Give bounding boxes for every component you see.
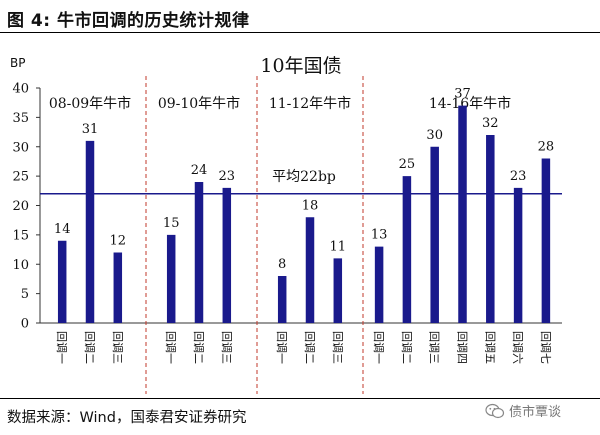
x-category-label: 回调一 — [164, 331, 177, 364]
bar-value-label: 13 — [371, 228, 388, 243]
x-category-label: 回调四 — [456, 331, 469, 364]
bar — [430, 146, 439, 323]
y-tick-label: 35 — [12, 111, 29, 126]
x-category-label: 回调二 — [400, 331, 413, 364]
bar-value-label: 25 — [399, 157, 416, 172]
y-tick-label: 20 — [12, 199, 29, 214]
x-category-label: 回调二 — [303, 331, 316, 364]
bar — [513, 187, 523, 323]
source-note: 数据来源：Wind，国泰君安证券研究 — [7, 410, 247, 426]
bar — [486, 135, 495, 323]
bar — [57, 240, 67, 323]
average-line-label: 平均22bp — [272, 169, 336, 185]
x-category-label: 回调五 — [483, 331, 496, 364]
x-category-label: 回调七 — [539, 331, 552, 364]
y-tick-label: 15 — [12, 228, 29, 243]
bar-value-label: 31 — [82, 122, 99, 137]
x-category-label: 回调一 — [55, 331, 68, 364]
bar-value-label: 24 — [191, 163, 208, 178]
group-label: 11-12年牛市 — [269, 95, 351, 112]
bar — [402, 176, 412, 323]
x-category-label: 回调二 — [83, 331, 96, 364]
figure-title: 图 4: 牛市回调的历史统计规律 — [7, 11, 250, 31]
bar-value-label: 28 — [538, 140, 555, 155]
bar — [85, 140, 95, 323]
x-category-label: 回调一 — [275, 331, 288, 364]
bar-chart: 10年国债 BP 0 5 10 15 20 25 30 35 40 08-09年牛市 14 回调一 31 回调… — [10, 55, 562, 394]
bar — [194, 182, 204, 323]
bar — [333, 258, 343, 323]
bar-value-label: 8 — [278, 257, 286, 272]
bar — [277, 276, 287, 323]
bar — [222, 187, 232, 323]
bar — [374, 246, 384, 323]
group-label: 08-09年牛市 — [49, 95, 131, 112]
y-tick-label: 10 — [12, 258, 29, 273]
x-category-label: 回调三 — [220, 331, 233, 364]
watermark-text: 债市覃谈 — [509, 405, 562, 420]
bar-value-label: 15 — [163, 216, 180, 231]
bar — [541, 158, 551, 323]
y-tick-label: 5 — [21, 287, 29, 302]
bar — [458, 105, 467, 323]
y-tick-label: 40 — [12, 82, 29, 97]
x-category-label: 回调三 — [331, 331, 344, 364]
wechat-icon — [485, 403, 505, 418]
x-category-label: 回调一 — [372, 331, 385, 364]
bar-value-label: 18 — [302, 198, 319, 213]
bar-value-label: 11 — [330, 239, 347, 254]
group-label: 09-10年牛市 — [158, 95, 240, 112]
bar-value-label: 32 — [482, 116, 499, 131]
group-label: 14-16年牛市 — [429, 95, 511, 112]
bar-value-label: 23 — [510, 169, 527, 184]
bar — [305, 217, 315, 323]
x-category-label: 回调六 — [511, 331, 524, 364]
y-tick-label: 0 — [21, 317, 29, 332]
x-category-label: 回调三 — [428, 331, 441, 364]
title-rule — [0, 32, 600, 33]
footer-rule — [0, 398, 600, 399]
y-axis-label: BP — [10, 56, 25, 70]
bar-value-label: 37 — [454, 87, 471, 102]
y-tick-label: 25 — [12, 170, 29, 185]
bar-value-label: 14 — [54, 222, 71, 237]
bar — [166, 234, 176, 323]
bar-value-label: 23 — [219, 169, 236, 184]
chart-title: 10年国债 — [260, 55, 341, 77]
bar-value-label: 12 — [110, 234, 127, 249]
y-tick-label: 30 — [12, 140, 29, 155]
watermark: 债市覃谈 — [485, 401, 561, 420]
x-category-label: 回调三 — [111, 331, 124, 364]
bar-value-label: 30 — [426, 128, 443, 143]
x-category-label: 回调二 — [192, 331, 205, 364]
bar — [113, 252, 123, 323]
